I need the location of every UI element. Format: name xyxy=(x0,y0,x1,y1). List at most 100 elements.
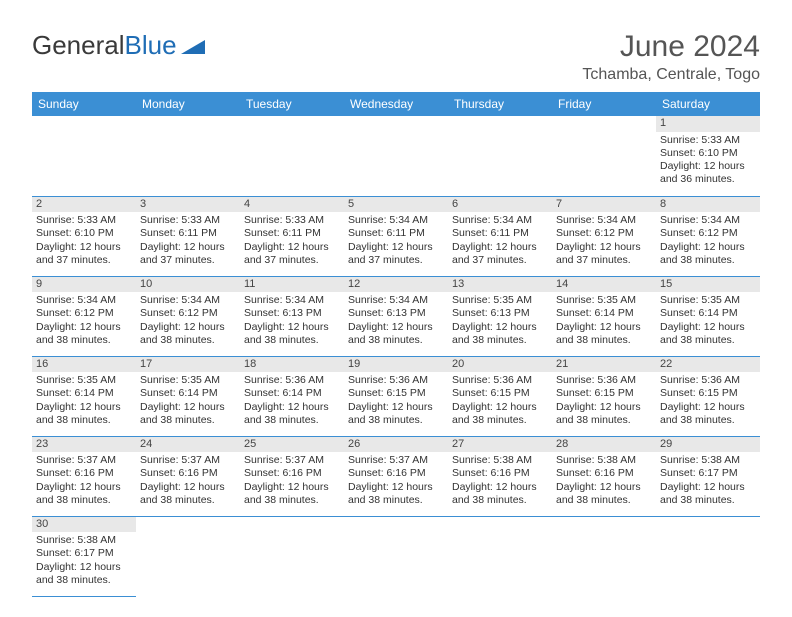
day-sunset: Sunset: 6:12 PM xyxy=(556,227,652,240)
calendar-week-row: 1Sunrise: 5:33 AMSunset: 6:10 PMDaylight… xyxy=(32,116,760,196)
weekday-header: Tuesday xyxy=(240,92,344,116)
calendar-day-cell xyxy=(344,516,448,596)
day-number: 14 xyxy=(552,277,656,293)
day-number: 11 xyxy=(240,277,344,293)
day-daylight1: Daylight: 12 hours xyxy=(244,241,340,254)
calendar-table: Sunday Monday Tuesday Wednesday Thursday… xyxy=(32,92,760,597)
calendar-day-cell: 10Sunrise: 5:34 AMSunset: 6:12 PMDayligh… xyxy=(136,276,240,356)
calendar-day-cell xyxy=(344,116,448,196)
day-number: 23 xyxy=(32,437,136,453)
day-number: 25 xyxy=(240,437,344,453)
day-sunrise: Sunrise: 5:34 AM xyxy=(36,294,132,307)
day-sunrise: Sunrise: 5:33 AM xyxy=(244,214,340,227)
day-sunset: Sunset: 6:11 PM xyxy=(244,227,340,240)
day-daylight1: Daylight: 12 hours xyxy=(244,401,340,414)
calendar-day-cell xyxy=(448,516,552,596)
day-number: 29 xyxy=(656,437,760,453)
day-number: 3 xyxy=(136,197,240,213)
day-daylight1: Daylight: 12 hours xyxy=(556,241,652,254)
calendar-day-cell: 28Sunrise: 5:38 AMSunset: 6:16 PMDayligh… xyxy=(552,436,656,516)
day-sunrise: Sunrise: 5:36 AM xyxy=(348,374,444,387)
day-sunrise: Sunrise: 5:34 AM xyxy=(660,214,756,227)
weekday-header: Monday xyxy=(136,92,240,116)
day-sunrise: Sunrise: 5:35 AM xyxy=(660,294,756,307)
calendar-day-cell xyxy=(552,516,656,596)
calendar-day-cell xyxy=(448,116,552,196)
day-number: 4 xyxy=(240,197,344,213)
day-daylight1: Daylight: 12 hours xyxy=(452,241,548,254)
calendar-week-row: 2Sunrise: 5:33 AMSunset: 6:10 PMDaylight… xyxy=(32,196,760,276)
day-sunrise: Sunrise: 5:34 AM xyxy=(244,294,340,307)
day-daylight1: Daylight: 12 hours xyxy=(660,241,756,254)
calendar-day-cell: 8Sunrise: 5:34 AMSunset: 6:12 PMDaylight… xyxy=(656,196,760,276)
day-sunset: Sunset: 6:11 PM xyxy=(452,227,548,240)
day-sunset: Sunset: 6:16 PM xyxy=(452,467,548,480)
day-sunrise: Sunrise: 5:36 AM xyxy=(556,374,652,387)
calendar-day-cell xyxy=(240,516,344,596)
calendar-day-cell: 29Sunrise: 5:38 AMSunset: 6:17 PMDayligh… xyxy=(656,436,760,516)
day-sunrise: Sunrise: 5:36 AM xyxy=(452,374,548,387)
day-number: 19 xyxy=(344,357,448,373)
day-sunrise: Sunrise: 5:33 AM xyxy=(36,214,132,227)
day-daylight2: and 38 minutes. xyxy=(36,414,132,427)
day-daylight2: and 38 minutes. xyxy=(140,334,236,347)
day-sunset: Sunset: 6:16 PM xyxy=(244,467,340,480)
day-number: 5 xyxy=(344,197,448,213)
day-sunrise: Sunrise: 5:38 AM xyxy=(452,454,548,467)
location-text: Tchamba, Centrale, Togo xyxy=(582,66,760,84)
calendar-day-cell xyxy=(32,116,136,196)
day-sunset: Sunset: 6:13 PM xyxy=(348,307,444,320)
calendar-day-cell: 24Sunrise: 5:37 AMSunset: 6:16 PMDayligh… xyxy=(136,436,240,516)
calendar-day-cell: 14Sunrise: 5:35 AMSunset: 6:14 PMDayligh… xyxy=(552,276,656,356)
day-daylight2: and 38 minutes. xyxy=(556,334,652,347)
day-daylight2: and 37 minutes. xyxy=(556,254,652,267)
day-sunrise: Sunrise: 5:38 AM xyxy=(660,454,756,467)
day-sunset: Sunset: 6:16 PM xyxy=(140,467,236,480)
day-daylight1: Daylight: 12 hours xyxy=(660,401,756,414)
day-sunset: Sunset: 6:12 PM xyxy=(140,307,236,320)
day-sunset: Sunset: 6:16 PM xyxy=(348,467,444,480)
calendar-day-cell: 23Sunrise: 5:37 AMSunset: 6:16 PMDayligh… xyxy=(32,436,136,516)
calendar-day-cell: 18Sunrise: 5:36 AMSunset: 6:14 PMDayligh… xyxy=(240,356,344,436)
calendar-day-cell: 20Sunrise: 5:36 AMSunset: 6:15 PMDayligh… xyxy=(448,356,552,436)
day-daylight2: and 37 minutes. xyxy=(452,254,548,267)
calendar-day-cell: 6Sunrise: 5:34 AMSunset: 6:11 PMDaylight… xyxy=(448,196,552,276)
calendar-day-cell xyxy=(656,516,760,596)
day-daylight2: and 38 minutes. xyxy=(452,414,548,427)
day-sunrise: Sunrise: 5:34 AM xyxy=(348,214,444,227)
day-daylight1: Daylight: 12 hours xyxy=(140,401,236,414)
weekday-header: Thursday xyxy=(448,92,552,116)
day-daylight2: and 38 minutes. xyxy=(244,494,340,507)
day-sunset: Sunset: 6:11 PM xyxy=(348,227,444,240)
day-daylight1: Daylight: 12 hours xyxy=(36,481,132,494)
day-sunset: Sunset: 6:11 PM xyxy=(140,227,236,240)
day-daylight2: and 38 minutes. xyxy=(348,414,444,427)
calendar-day-cell: 15Sunrise: 5:35 AMSunset: 6:14 PMDayligh… xyxy=(656,276,760,356)
month-title: June 2024 xyxy=(582,30,760,64)
day-daylight2: and 38 minutes. xyxy=(348,494,444,507)
day-sunrise: Sunrise: 5:38 AM xyxy=(36,534,132,547)
weekday-header-row: Sunday Monday Tuesday Wednesday Thursday… xyxy=(32,92,760,116)
day-daylight2: and 38 minutes. xyxy=(140,494,236,507)
day-number: 8 xyxy=(656,197,760,213)
day-number: 15 xyxy=(656,277,760,293)
calendar-day-cell xyxy=(240,116,344,196)
day-daylight1: Daylight: 12 hours xyxy=(556,321,652,334)
day-number: 30 xyxy=(32,517,136,533)
day-daylight2: and 38 minutes. xyxy=(36,334,132,347)
day-daylight2: and 38 minutes. xyxy=(348,334,444,347)
calendar-day-cell: 13Sunrise: 5:35 AMSunset: 6:13 PMDayligh… xyxy=(448,276,552,356)
title-block: June 2024 Tchamba, Centrale, Togo xyxy=(582,30,760,84)
day-sunset: Sunset: 6:10 PM xyxy=(36,227,132,240)
day-sunset: Sunset: 6:15 PM xyxy=(452,387,548,400)
day-number: 1 xyxy=(656,116,760,132)
day-number: 18 xyxy=(240,357,344,373)
day-number: 6 xyxy=(448,197,552,213)
day-daylight2: and 38 minutes. xyxy=(556,414,652,427)
day-sunset: Sunset: 6:14 PM xyxy=(140,387,236,400)
day-daylight1: Daylight: 12 hours xyxy=(140,481,236,494)
day-daylight2: and 38 minutes. xyxy=(140,414,236,427)
logo: GeneralBlue xyxy=(32,30,205,61)
day-sunset: Sunset: 6:17 PM xyxy=(660,467,756,480)
day-sunrise: Sunrise: 5:35 AM xyxy=(36,374,132,387)
